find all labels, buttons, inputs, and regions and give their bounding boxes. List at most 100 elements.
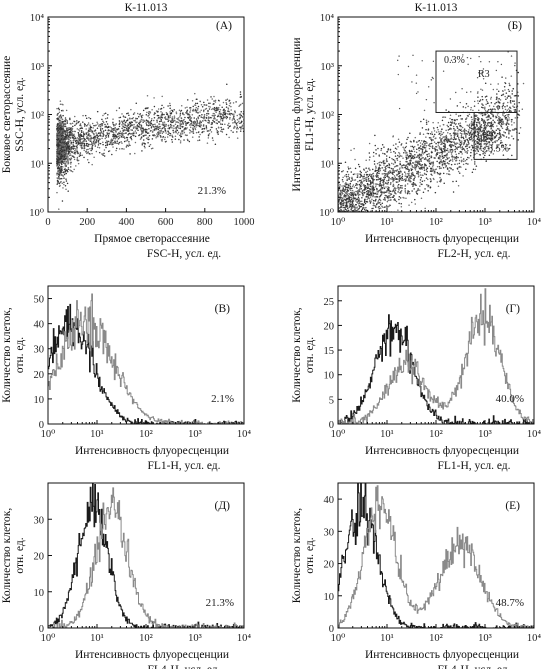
scatter-point xyxy=(406,152,408,154)
scatter-point xyxy=(386,182,388,185)
scatter-point xyxy=(67,152,70,155)
scatter-point xyxy=(164,136,166,139)
scatter-point xyxy=(387,206,389,208)
scatter-point xyxy=(62,122,65,124)
scatter-point xyxy=(386,200,389,203)
scatter-point xyxy=(429,132,432,135)
scatter-point xyxy=(192,110,194,112)
scatter-point xyxy=(221,120,224,122)
scatter-point xyxy=(501,107,504,110)
scatter-point xyxy=(65,134,68,137)
scatter-point xyxy=(179,134,181,137)
scatter-point xyxy=(363,201,366,203)
scatter-point xyxy=(388,164,391,167)
scatter-point xyxy=(186,127,188,129)
scatter-point xyxy=(60,166,63,168)
scatter-point xyxy=(467,115,469,117)
scatter-point xyxy=(504,106,506,108)
scatter-point xyxy=(424,142,426,145)
scatter-point xyxy=(475,165,478,167)
scatter-point xyxy=(180,136,182,138)
scatter-point xyxy=(432,169,435,171)
scatter-point xyxy=(197,116,199,118)
scatter-point xyxy=(121,122,124,124)
scatter-point xyxy=(344,191,346,194)
scatter-point xyxy=(121,123,123,126)
scatter-point xyxy=(156,133,158,135)
scatter-point xyxy=(62,158,65,161)
scatter-point xyxy=(370,174,373,176)
scatter-point xyxy=(353,209,355,212)
scatter-point xyxy=(76,128,79,130)
scatter-point xyxy=(361,192,364,195)
scatter-point xyxy=(204,119,206,121)
scatter-point xyxy=(93,156,95,158)
scatter-point xyxy=(498,115,500,118)
scatter-point xyxy=(199,125,201,128)
scatter-point xyxy=(445,129,447,132)
scatter-point xyxy=(83,138,86,140)
scatter-point xyxy=(433,130,436,132)
scatter-point xyxy=(74,124,76,127)
scatter-point xyxy=(346,179,348,182)
scatter-point xyxy=(178,127,180,130)
scatter-point xyxy=(131,129,133,131)
scatter-point xyxy=(511,90,513,92)
scatter-point xyxy=(103,155,106,157)
scatter-point xyxy=(205,127,208,130)
scatter-point xyxy=(178,109,181,112)
scatter-point xyxy=(379,180,381,183)
scatter-point xyxy=(408,170,410,173)
scatter-point xyxy=(179,126,181,128)
scatter-point xyxy=(365,200,368,203)
scatter-point xyxy=(112,141,115,144)
scatter-point xyxy=(359,179,361,182)
scatter-point xyxy=(159,127,161,130)
scatter-point xyxy=(447,129,450,131)
scatter-point xyxy=(238,117,240,120)
scatter-point xyxy=(155,125,157,127)
scatter-point xyxy=(129,153,131,155)
scatter-point xyxy=(61,200,64,202)
scatter-point xyxy=(423,163,426,165)
scatter-point xyxy=(172,131,175,134)
scatter-point xyxy=(510,121,513,123)
scatter-point xyxy=(190,130,193,133)
scatter-point xyxy=(485,160,488,162)
scatter-point xyxy=(161,112,164,114)
scatter-point xyxy=(357,198,359,200)
scatter-point xyxy=(165,125,167,127)
scatter-point xyxy=(64,170,67,173)
scatter-point xyxy=(454,163,456,166)
scatter-point xyxy=(239,126,241,128)
scatter-point xyxy=(480,142,482,144)
scatter-point xyxy=(346,198,348,200)
scatter-point xyxy=(358,183,361,186)
scatter-point xyxy=(192,127,194,129)
scatter-point xyxy=(347,207,349,210)
scatter-point xyxy=(438,145,440,148)
scatter-point xyxy=(199,123,201,125)
scatter-point xyxy=(506,125,509,128)
scatter-point xyxy=(97,141,100,143)
scatter-point xyxy=(512,105,514,107)
scatter-point xyxy=(123,137,126,140)
scatter-point xyxy=(179,112,182,114)
scatter-point xyxy=(215,122,218,124)
scatter-point xyxy=(451,158,454,160)
scatter-point xyxy=(89,134,92,137)
scatter-point xyxy=(211,98,213,100)
scatter-point xyxy=(354,158,356,161)
scatter-point xyxy=(164,129,167,132)
scatter-point xyxy=(230,129,232,132)
scatter-point xyxy=(399,160,401,163)
scatter-point xyxy=(71,135,73,137)
scatter-point xyxy=(79,141,81,143)
scatter-point xyxy=(57,112,59,115)
scatter-point xyxy=(62,171,65,174)
scatter-point xyxy=(111,138,113,140)
scatter-point xyxy=(60,135,62,137)
scatter-point xyxy=(142,121,144,123)
scatter-point xyxy=(398,195,401,198)
scatter-point xyxy=(341,203,343,206)
